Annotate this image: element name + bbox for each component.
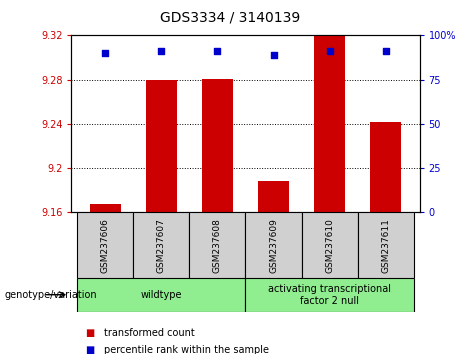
Text: GSM237607: GSM237607 [157,218,166,273]
Bar [189,212,245,278]
Bar [90,204,121,212]
Bar [245,278,414,312]
Point [382,48,390,54]
Text: GSM237609: GSM237609 [269,218,278,273]
Text: GSM237610: GSM237610 [325,218,334,273]
Text: ■: ■ [85,328,95,338]
Bar [146,80,177,212]
Bar [258,181,289,212]
Point [214,48,221,54]
Point [326,48,333,54]
Bar [358,212,414,278]
Text: GSM237611: GSM237611 [381,218,390,273]
Point [101,50,109,56]
Bar [202,79,233,212]
Bar [301,212,358,278]
Text: genotype/variation: genotype/variation [5,290,97,300]
Text: wildtype: wildtype [141,290,182,300]
Bar [133,212,189,278]
Text: activating transcriptional
factor 2 null: activating transcriptional factor 2 null [268,284,391,306]
Text: ■: ■ [85,346,95,354]
Text: GSM237606: GSM237606 [100,218,110,273]
Point [270,52,277,58]
Text: transformed count: transformed count [104,328,195,338]
Bar [77,278,245,312]
Bar [77,212,133,278]
Bar [245,212,301,278]
Point [158,48,165,54]
Text: GSM237608: GSM237608 [213,218,222,273]
Text: percentile rank within the sample: percentile rank within the sample [104,346,269,354]
Text: GDS3334 / 3140139: GDS3334 / 3140139 [160,11,301,25]
Bar [370,122,401,212]
Bar [314,35,345,212]
